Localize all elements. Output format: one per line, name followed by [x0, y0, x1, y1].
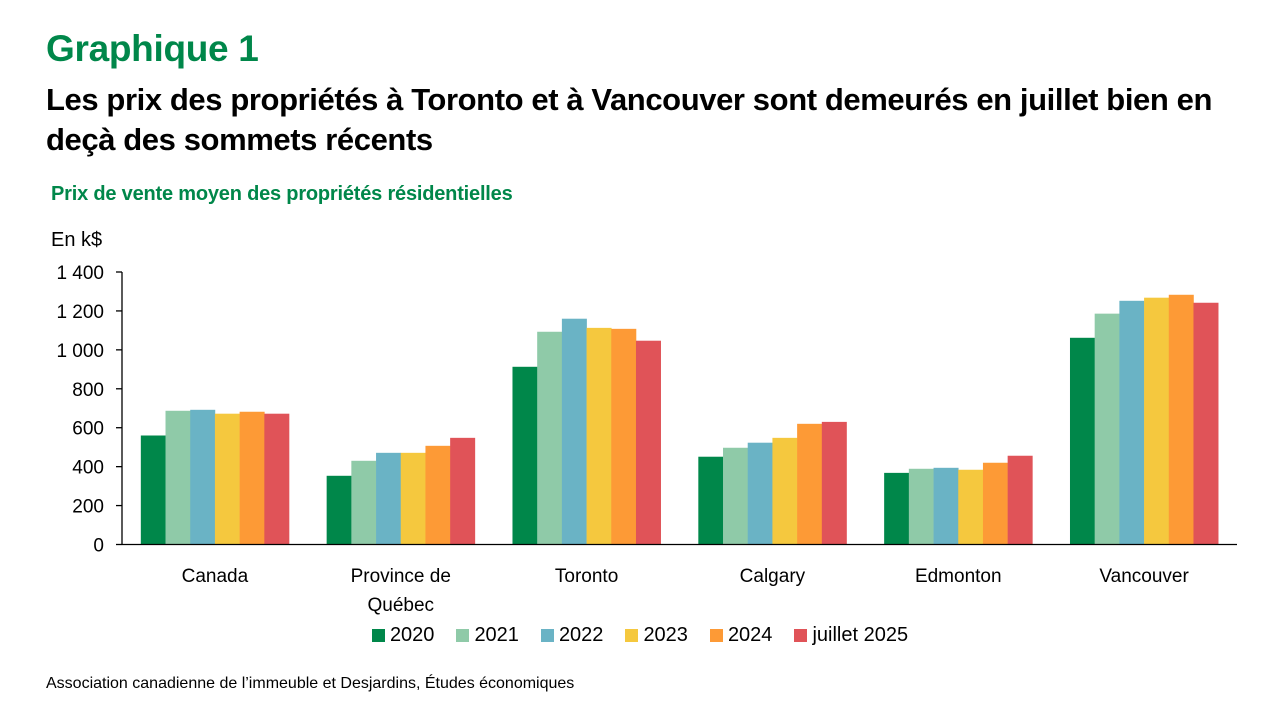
x-category-label: Toronto	[555, 566, 618, 587]
x-category-label: Québec	[367, 595, 434, 616]
bar	[1193, 302, 1219, 545]
bar-group-toronto	[512, 318, 661, 545]
bar	[190, 409, 216, 545]
y-tick-label: 1 000	[56, 341, 104, 362]
bar	[982, 462, 1008, 545]
legend-item: 2024	[709, 624, 773, 647]
y-tick-label: 200	[72, 497, 104, 518]
bar	[326, 475, 352, 545]
bar	[165, 410, 191, 545]
legend-item: 2022	[540, 624, 604, 647]
y-tick-label: 400	[72, 458, 104, 479]
bar	[772, 437, 798, 545]
bar	[1094, 313, 1120, 545]
legend-label: 2020	[389, 624, 435, 646]
bar	[635, 340, 661, 545]
legend-swatch-icon	[709, 629, 723, 642]
chart-title: Les prix des propriétés à Toronto et à V…	[46, 82, 1213, 157]
x-axis: Canada Province de Québec Toronto Calgary Edm…	[122, 543, 1237, 616]
bar-group-edmonton	[884, 455, 1033, 545]
y-tick-label: 0	[93, 536, 104, 557]
bar	[425, 445, 451, 545]
bar	[537, 331, 563, 545]
bar-group-canada	[140, 409, 290, 545]
x-category-label: Province de	[351, 566, 451, 587]
legend-swatch-icon	[625, 629, 639, 642]
bar	[1069, 337, 1095, 545]
legend-item: juillet 2025	[794, 624, 908, 647]
bar	[1168, 294, 1194, 545]
x-category-label: Vancouver	[1099, 566, 1189, 587]
bar	[933, 467, 959, 545]
bar	[884, 472, 910, 545]
x-category-label: Calgary	[740, 566, 806, 587]
bar	[512, 366, 538, 545]
bar	[400, 452, 426, 545]
bar-group-vancouver	[1069, 294, 1219, 545]
bar	[1007, 455, 1033, 545]
legend-label: 2024	[727, 624, 773, 646]
bar-group-province-de-québec	[326, 437, 476, 545]
legend-swatch-icon	[794, 629, 808, 642]
y-tick-label: 1 400	[56, 263, 104, 284]
bar-group-calgary	[698, 421, 847, 545]
legend-item: 2021	[456, 624, 519, 647]
source-note: Association canadienne de l’immeuble et …	[46, 675, 575, 692]
bar	[351, 460, 377, 545]
legend-swatch-icon	[456, 629, 470, 642]
bar	[723, 447, 749, 545]
bar	[376, 452, 402, 545]
y-tick-label: 800	[72, 380, 104, 401]
bar	[908, 468, 934, 545]
legend-label: 2021	[474, 624, 519, 646]
bar	[611, 328, 637, 545]
bar	[958, 469, 984, 545]
y-tick-label: 600	[72, 419, 104, 440]
bar	[821, 421, 847, 545]
x-category-label: Canada	[182, 566, 249, 587]
y-axis-unit-label: En k$	[51, 229, 103, 251]
figure-number: Graphique 1	[46, 28, 259, 69]
bar	[1144, 297, 1170, 545]
legend: 2020 2021 2022 2023 2024 juillet 2025	[0, 624, 1280, 647]
y-tick-label: 1 200	[56, 302, 104, 323]
bar	[1119, 300, 1145, 545]
bar	[586, 327, 612, 545]
bar	[698, 456, 724, 545]
bar	[561, 318, 587, 545]
legend-item: 2023	[625, 624, 688, 647]
legend-swatch-icon	[540, 629, 554, 642]
bar	[140, 435, 166, 545]
legend-item: 2020	[371, 624, 435, 647]
legend-label: 2022	[558, 624, 604, 646]
bar	[450, 437, 476, 545]
bar	[747, 442, 773, 545]
legend-swatch-icon	[371, 629, 385, 642]
chart-subtitle: Prix de vente moyen des propriétés résid…	[51, 183, 513, 205]
y-axis: 0 200 400 600 800 1 000 1 200 1 400	[56, 263, 123, 557]
bar	[264, 413, 290, 545]
bar	[797, 423, 823, 545]
legend-label: 2023	[643, 624, 688, 646]
legend-label: juillet 2025	[812, 624, 909, 646]
bar	[239, 411, 265, 545]
bars-group	[140, 294, 1219, 545]
bar	[214, 413, 240, 545]
x-category-label: Edmonton	[915, 566, 1002, 587]
